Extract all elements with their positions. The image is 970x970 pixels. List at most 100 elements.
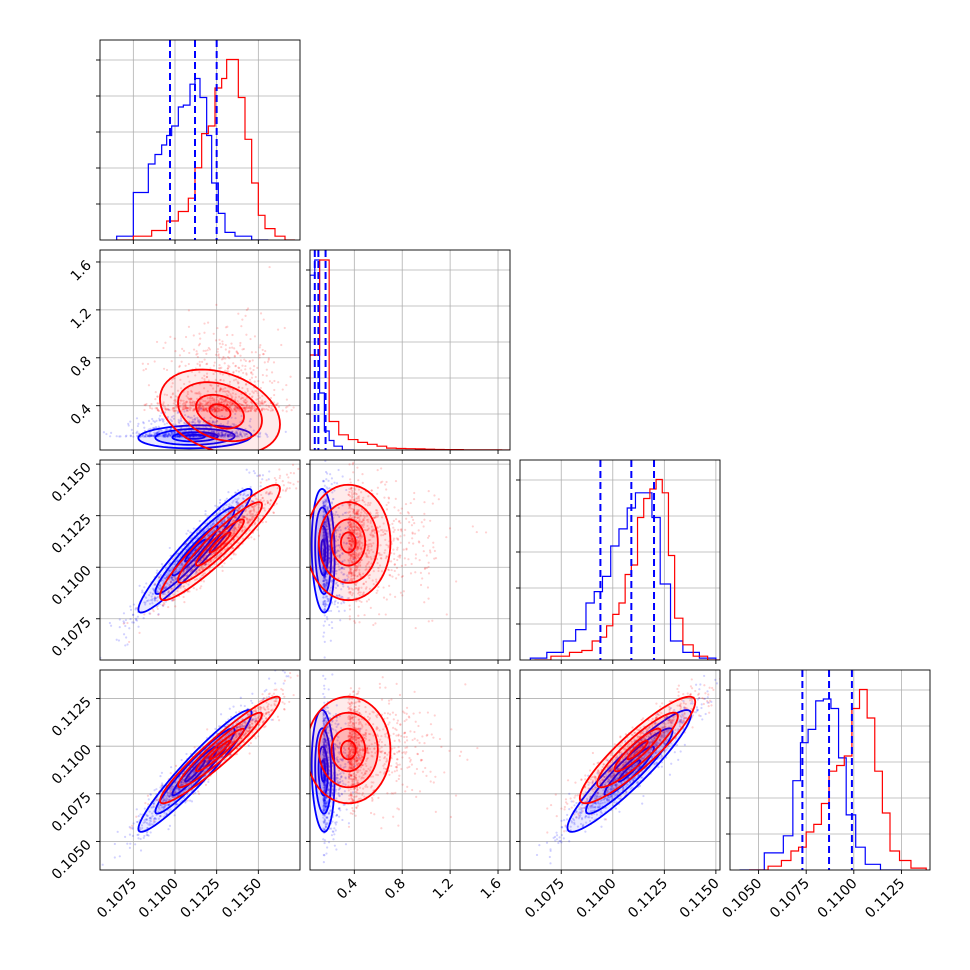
sample-point: [226, 435, 229, 438]
sample-point: [163, 423, 166, 426]
sample-point: [225, 393, 228, 396]
sample-point: [202, 409, 205, 412]
sample-point: [322, 502, 325, 505]
sample-point: [234, 491, 237, 494]
sample-point: [349, 569, 352, 572]
sample-point: [259, 431, 262, 434]
sample-point: [325, 486, 328, 489]
sample-point: [232, 519, 235, 522]
sample-point: [356, 587, 359, 590]
sample-point: [161, 603, 164, 607]
sample-point: [225, 399, 228, 402]
sample-point: [212, 431, 215, 434]
sample-point: [387, 544, 390, 547]
sample-point: [205, 562, 208, 566]
sample-point: [349, 535, 353, 538]
sample-point: [371, 528, 374, 531]
sample-point: [223, 562, 226, 565]
sample-point: [189, 570, 192, 574]
sample-point: [427, 620, 430, 623]
sample-point: [224, 348, 227, 351]
sample-point: [123, 621, 126, 624]
sample-point: [223, 434, 226, 437]
sample-point: [362, 514, 365, 517]
sample-point: [188, 380, 191, 383]
sample-point: [232, 371, 235, 374]
sample-point: [421, 544, 425, 548]
sample-point: [168, 569, 171, 573]
sample-point: [127, 422, 130, 425]
sample-point: [202, 409, 205, 412]
contour-line: [208, 403, 232, 420]
sample-point: [198, 364, 202, 367]
sample-point: [352, 531, 355, 535]
sample-point: [190, 421, 193, 424]
sample-point: [222, 407, 225, 410]
sample-point: [352, 499, 356, 502]
sample-point: [326, 528, 329, 531]
sample-point: [259, 485, 262, 488]
sample-point: [382, 522, 385, 525]
sample-point: [337, 468, 340, 472]
sample-point: [189, 397, 193, 401]
contour-fill: [196, 519, 244, 566]
sample-point: [213, 400, 216, 403]
sample-point: [347, 521, 350, 524]
sample-point: [245, 333, 248, 336]
sample-point: [400, 507, 403, 510]
sample-point: [325, 478, 328, 481]
panel-frame: [99, 459, 301, 661]
sample-point: [337, 544, 340, 547]
sample-point: [223, 520, 226, 523]
sample-point: [368, 549, 371, 553]
sample-point: [248, 471, 251, 474]
sample-point: [155, 406, 158, 410]
sample-point: [169, 433, 173, 436]
sample-point: [292, 406, 295, 409]
sample-point: [233, 404, 237, 407]
sample-point: [258, 432, 261, 436]
panel-0-0: [96, 39, 301, 244]
sample-point: [402, 590, 405, 593]
sample-point: [351, 540, 354, 543]
sample-point: [350, 543, 353, 546]
sample-point: [248, 392, 251, 396]
sample-point: [199, 402, 202, 405]
sample-point: [382, 596, 386, 599]
sample-point: [224, 434, 227, 437]
sample-point: [325, 501, 328, 504]
sample-point: [265, 520, 268, 523]
sample-point: [361, 481, 364, 484]
sample-point: [235, 509, 238, 512]
sample-point: [148, 435, 151, 438]
panel-1-0: [96, 249, 301, 454]
sample-point: [341, 513, 344, 516]
sample-point: [206, 410, 209, 413]
sample-point: [211, 399, 215, 402]
sample-point: [348, 528, 352, 532]
sample-point: [246, 521, 249, 525]
sample-point: [323, 537, 326, 541]
sample-point: [251, 515, 254, 519]
sample-point: [325, 524, 329, 527]
sample-point: [348, 561, 351, 564]
sample-point: [152, 426, 156, 429]
sample-point: [262, 352, 265, 356]
sample-point: [253, 380, 256, 383]
sample-point: [281, 388, 284, 391]
sample-point: [356, 542, 360, 545]
sample-point: [255, 511, 259, 514]
sample-point: [213, 407, 216, 411]
sample-point: [160, 417, 164, 421]
sample-point: [218, 434, 221, 437]
sample-point: [347, 546, 350, 549]
sample-point: [226, 433, 230, 436]
sample-point: [166, 435, 169, 438]
sample-point: [376, 561, 379, 565]
sample-point: [240, 505, 243, 508]
sample-point: [233, 529, 236, 532]
sample-point: [153, 434, 156, 437]
sample-point: [163, 576, 166, 579]
sample-point: [152, 609, 155, 613]
sample-point: [246, 435, 249, 438]
